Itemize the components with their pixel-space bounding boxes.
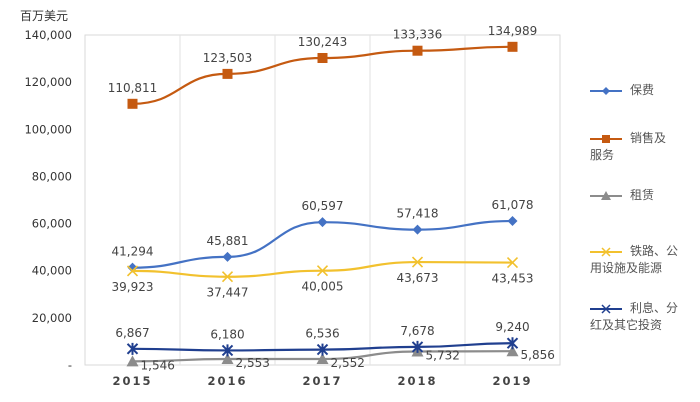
data-label: 57,418 [397,207,439,221]
data-label: 7,678 [400,324,434,338]
plot-area [84,34,561,366]
data-point [316,343,329,356]
data-point [127,98,138,109]
data-label: 1,546 [141,358,175,372]
data-point [126,342,139,355]
legend-item: 保费 [590,82,700,99]
data-label: 43,673 [397,271,439,285]
data-label: 5,856 [521,348,555,362]
data-point [126,265,139,277]
y-tick-label: 20,000 [32,311,72,325]
x-tick-label: 2015 [112,374,152,388]
data-label: 6,536 [305,327,339,341]
data-point [317,217,328,228]
data-point [222,68,233,79]
data-label: 37,447 [207,286,249,300]
data-point [222,251,233,262]
data-label: 123,503 [203,51,253,65]
data-label: 134,989 [488,24,538,38]
x-tick-label: 2016 [207,374,247,388]
data-point [126,355,139,367]
data-point [507,216,518,227]
legend-item: 销售及服务 [590,130,700,164]
data-label: 43,453 [492,272,534,286]
data-label: 110,811 [108,81,158,95]
y-tick-label: 100,000 [24,122,72,136]
data-label: 41,294 [112,245,154,259]
data-point [506,345,519,357]
y-tick-label: 40,000 [32,264,72,278]
y-tick-label: 140,000 [24,28,72,42]
data-label: 61,078 [492,198,534,212]
data-label: 9,240 [495,320,529,334]
legend-item: 利息、分红及其它投资 [590,300,700,334]
data-point [506,337,519,350]
data-point [507,41,518,52]
legend-item: 租赁 [590,187,700,204]
data-label: 6,180 [210,327,244,341]
legend-label: 利息、分红及其它投资 [590,301,679,332]
data-label: 60,597 [302,199,344,213]
data-label: 130,243 [298,35,348,49]
data-label: 39,923 [112,280,154,294]
data-point [411,256,424,268]
data-point [506,257,519,269]
legend-item: 铁路、公用设施及能源 [590,243,700,277]
x-tick-label: 2018 [397,374,437,388]
data-label: 133,336 [393,28,443,42]
data-point [317,52,328,63]
data-label: 6,867 [115,326,149,340]
data-point [221,352,234,364]
data-label: 45,881 [207,234,249,248]
y-tick-label: 80,000 [32,169,72,183]
legend-marker-icon [590,135,622,143]
data-point [221,271,234,283]
x-tick-label: 2017 [302,374,342,388]
data-label: 2,553 [236,356,270,370]
x-tick-label: 2019 [492,374,532,388]
data-label: 40,005 [302,280,344,294]
y-axis-label: 百万美元 [20,9,68,23]
data-label: 2,552 [331,356,365,370]
data-point [412,45,423,56]
legend-label: 铁路、公用设施及能源 [590,244,679,275]
legend-label: 保费 [630,83,655,97]
data-label: 5,732 [426,348,460,362]
legend-marker-icon [590,87,622,95]
y-tick-label: 120,000 [24,75,72,89]
legend-label: 销售及服务 [590,131,667,162]
legend-marker-icon [590,191,622,200]
data-point [412,224,423,235]
y-tick-label: 60,000 [32,217,72,231]
y-tick-label: - [68,358,72,372]
legend-marker-icon [590,304,622,314]
data-point [316,352,329,364]
legend-marker-icon [590,247,622,257]
data-point [221,344,234,357]
legend-label: 租赁 [630,188,655,202]
data-point [316,265,329,277]
data-point [411,340,424,353]
